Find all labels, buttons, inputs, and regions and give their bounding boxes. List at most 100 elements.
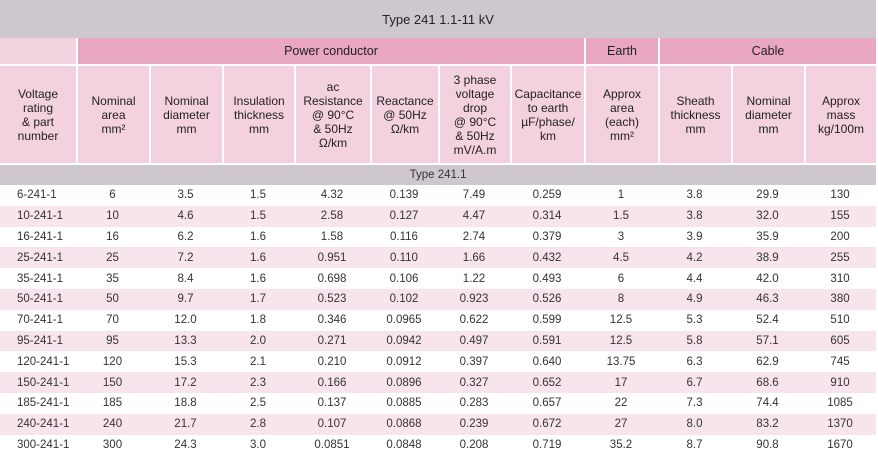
table-cell: 3.5 xyxy=(149,185,222,206)
table-row: 6-241-1 6 3.5 1.5 4.32 0.139 7.49 0.259 1 3.8 29.9… xyxy=(0,185,877,206)
table-cell: 0.698 xyxy=(294,268,370,289)
table-cell: 1.6 xyxy=(222,268,294,289)
table-cell: 150 xyxy=(76,372,149,393)
table-cell: 0.314 xyxy=(510,205,584,227)
table-cell: 255 xyxy=(804,247,877,269)
table-cell: 0.0965 xyxy=(370,309,438,331)
column-header-line: Resistance xyxy=(303,93,363,108)
table-cell: 0.137 xyxy=(294,392,370,414)
table-cell: 35.2 xyxy=(584,434,658,456)
table-cell: 8.7 xyxy=(658,434,731,456)
column-header-line: kg/100m xyxy=(818,121,865,136)
part-number-cell: 95-241-1 xyxy=(0,330,76,352)
table-cell: 0.166 xyxy=(294,372,370,393)
table-cell: 130 xyxy=(804,185,877,206)
column-header-line: Voltage xyxy=(17,86,59,101)
table-cell: 0.271 xyxy=(294,330,370,352)
table-row: 185-241-1 185 18.8 2.5 0.137 0.0885 0.283 0.657… xyxy=(0,392,877,414)
table-cell: 4.5 xyxy=(584,247,658,269)
column-header-line: drop xyxy=(462,100,488,115)
table-cell: 6.7 xyxy=(658,372,731,393)
column-header-line: diameter xyxy=(745,107,792,122)
table-cell: 12.0 xyxy=(149,309,222,331)
table-cell: 46.3 xyxy=(731,288,804,310)
table-cell: 4.4 xyxy=(658,268,731,289)
table-cell: 83.2 xyxy=(731,413,804,435)
column-header-line: mass xyxy=(826,107,856,122)
column-header-line: mm² xyxy=(101,121,126,136)
table-cell: 1.5 xyxy=(584,205,658,227)
column-header: Approx area (each) mm² xyxy=(584,64,658,163)
part-number-cell: 300-241-1 xyxy=(0,434,76,456)
table-body: 6-241-1 6 3.5 1.5 4.32 0.139 7.49 0.259 1 3.8 29.9… xyxy=(0,185,877,456)
table-cell: 24.3 xyxy=(149,434,222,456)
table-cell: 0.259 xyxy=(510,185,584,206)
table-cell: 0.497 xyxy=(438,330,510,352)
group-header-earth: Earth xyxy=(584,38,658,64)
table-cell: 70 xyxy=(76,309,149,331)
column-header-line: Capacitance xyxy=(514,86,582,101)
column-header-line: Approx xyxy=(822,93,861,108)
table-cell: 27 xyxy=(584,413,658,435)
table-cell: 90.8 xyxy=(731,434,804,456)
table-cell: 95 xyxy=(76,330,149,352)
table-cell: 38.9 xyxy=(731,247,804,269)
column-header-line: & 50Hz xyxy=(313,121,353,136)
table-cell: 1.66 xyxy=(438,247,510,269)
column-header-line: to earth xyxy=(527,100,569,115)
subheader-type: Type 241.1 xyxy=(0,163,877,185)
column-header-row: Voltage rating & part number Nominal area mm² N… xyxy=(0,64,877,163)
table-cell: 32.0 xyxy=(731,205,804,227)
column-header-line: Nominal xyxy=(164,93,209,108)
column-header-line: diameter xyxy=(163,107,210,122)
table-cell: 3 xyxy=(584,226,658,248)
table-row: 25-241-1 25 7.2 1.6 0.951 0.110 1.66 0.432 4.5 4.… xyxy=(0,247,877,269)
column-header-line: Nominal xyxy=(746,93,791,108)
part-number-cell: 240-241-1 xyxy=(0,413,76,435)
table-cell: 0.0912 xyxy=(370,351,438,373)
part-number-cell: 6-241-1 xyxy=(0,185,76,206)
table-cell: 0.719 xyxy=(510,434,584,456)
table-cell: 4.6 xyxy=(149,205,222,227)
column-header-line: mm xyxy=(249,121,269,136)
table-cell: 1.22 xyxy=(438,268,510,289)
table-cell: 6 xyxy=(584,268,658,289)
table-cell: 3.0 xyxy=(222,434,294,456)
table-cell: 0.116 xyxy=(370,226,438,248)
group-header-cable: Cable xyxy=(658,38,877,64)
column-header-line: Ω/km xyxy=(318,135,348,150)
column-header-line: 3 phase xyxy=(453,72,497,87)
column-header-line: area xyxy=(609,100,635,115)
table-cell: 4.9 xyxy=(658,288,731,310)
table-cell: 0.493 xyxy=(510,268,584,289)
table-cell: 0.397 xyxy=(438,351,510,373)
column-header: Nominal diameter mm xyxy=(731,64,804,163)
part-number-cell: 10-241-1 xyxy=(0,205,76,227)
table-cell: 2.5 xyxy=(222,392,294,414)
column-header-line: mm xyxy=(176,121,197,136)
table-cell: 200 xyxy=(804,226,877,248)
column-header: Insulation thickness mm xyxy=(222,64,294,163)
column-header-line: number xyxy=(17,128,59,143)
column-header: Capacitance to earth µF/phase/km xyxy=(510,64,584,163)
table-cell: 0.139 xyxy=(370,185,438,206)
table-cell: 0.526 xyxy=(510,288,584,310)
table-cell: 0.432 xyxy=(510,247,584,269)
column-header-line: km xyxy=(540,128,556,143)
table-cell: 0.110 xyxy=(370,247,438,269)
table-cell: 910 xyxy=(804,372,877,393)
table-cell: 25 xyxy=(76,247,149,269)
table-cell: 155 xyxy=(804,205,877,227)
table-cell: 1.5 xyxy=(222,185,294,206)
table-cell: 0.127 xyxy=(370,205,438,227)
table-cell: 21.7 xyxy=(149,413,222,435)
table-cell: 7.3 xyxy=(658,392,731,414)
table-cell: 0.327 xyxy=(438,372,510,393)
column-header-line: mm² xyxy=(610,128,634,143)
column-header-line: ac xyxy=(326,79,340,94)
table-cell: 1 xyxy=(584,185,658,206)
table-cell: 1.6 xyxy=(222,226,294,248)
table-cell: 2.8 xyxy=(222,413,294,435)
table-cell: 42.0 xyxy=(731,268,804,289)
